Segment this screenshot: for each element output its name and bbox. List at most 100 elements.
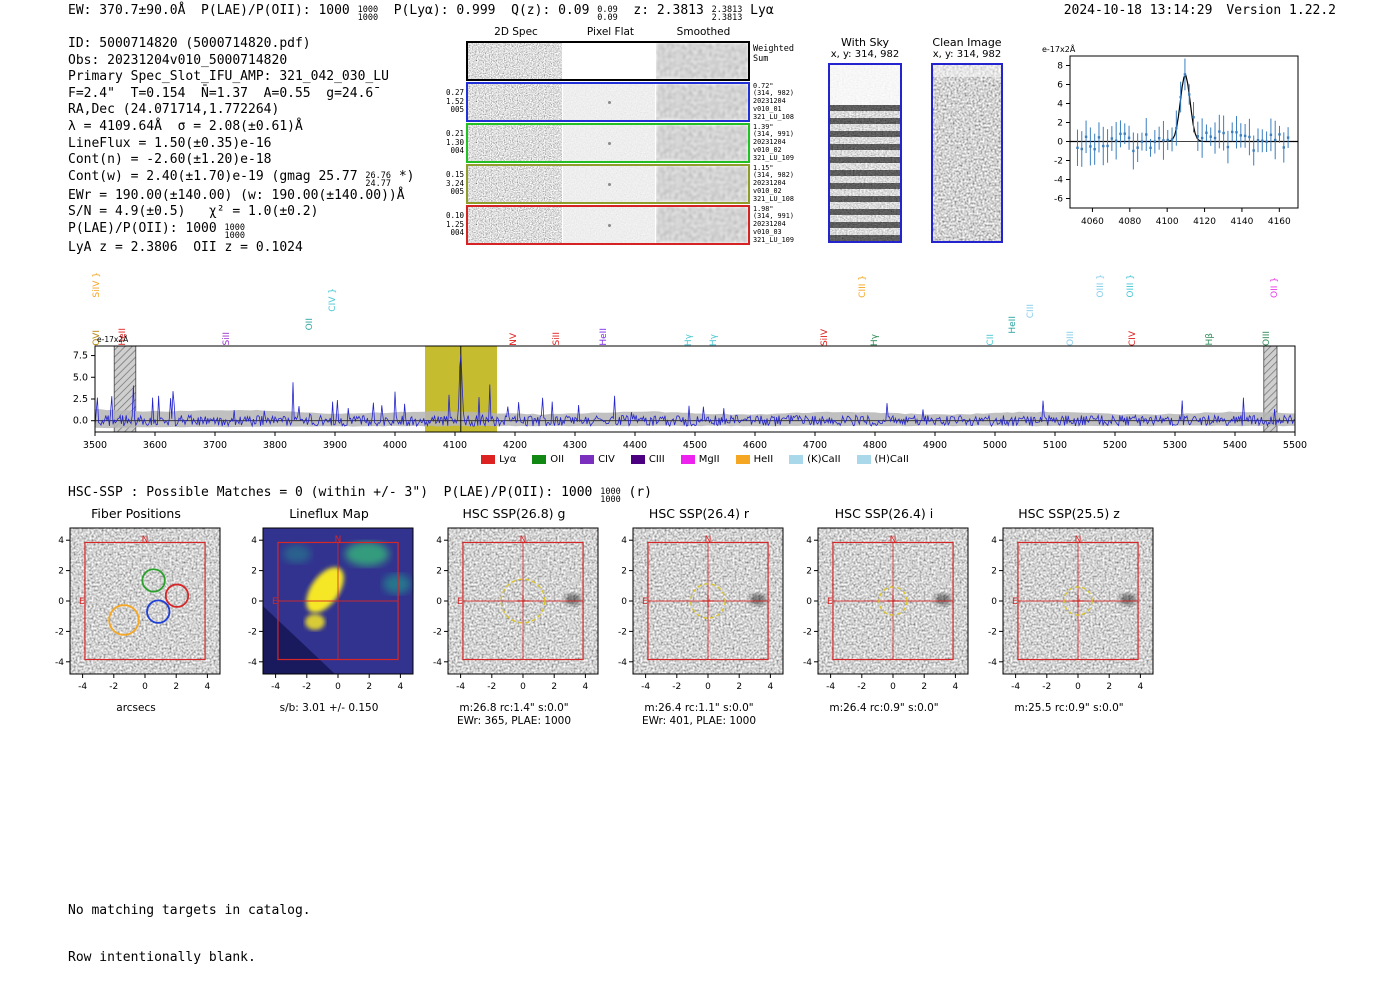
text-segment: P(Lyα): 0.999 Q(z): 0.09 — [378, 3, 598, 18]
legend-swatch — [532, 455, 547, 464]
svg-text:-2: -2 — [857, 682, 866, 692]
cutout-captions: m:25.5 rc:0.9" s:0.0" — [975, 702, 1163, 715]
spec2d-row-images — [466, 205, 750, 245]
info-line: Cont(n) = -2.60(±1.20)e-18 — [68, 152, 415, 169]
cutout-caption-line: m:26.4 rc:1.1" s:0.0" — [644, 702, 754, 714]
spec2d-row: Weighted Sum — [444, 41, 804, 81]
catalog-note-line-1: No matching targets in catalog. — [68, 903, 311, 918]
svg-text:4: 4 — [953, 682, 959, 692]
legend-label: Lyα — [499, 454, 517, 465]
emission-line-label: CIII — [1026, 303, 1037, 318]
legend-swatch — [680, 455, 695, 464]
cutout-plot: N E -4 -4 -2 -2 0 0 2 2 4 4 — [55, 527, 221, 692]
svg-text:-4: -4 — [1011, 682, 1020, 692]
spec2d-row-images — [466, 82, 750, 122]
svg-text:-2: -2 — [55, 627, 64, 637]
svg-text:0: 0 — [251, 597, 257, 607]
spec2d-row-left-label: 0.27 1.52 005 — [445, 88, 464, 115]
svg-text:E: E — [1012, 597, 1018, 607]
svg-text:4: 4 — [58, 536, 64, 546]
svg-text:2: 2 — [551, 682, 557, 692]
legend-label: CIII — [648, 454, 665, 465]
cutout-title: Lineflux Map — [289, 506, 369, 521]
text-segment: LyA z = 2.3806 OII z = 0.1024 — [68, 239, 303, 255]
svg-text:E: E — [642, 597, 648, 607]
catalog-note: No matching targets in catalog. Row inte… — [68, 872, 311, 996]
spec2d-row-left-label: 0.10 1.25 004 — [445, 211, 464, 238]
svg-text:-4: -4 — [988, 658, 997, 668]
legend-item: CIII — [630, 454, 665, 465]
cutout-plot: N E -4 -4 -2 -2 0 0 2 2 4 4 — [618, 527, 784, 692]
emission-line-label: OII } — [1269, 277, 1280, 298]
svg-text:-2: -2 — [1054, 157, 1063, 167]
spec2d-panel: 2D Spec Pixel Flat Smoothed Weighted Sum 0.27… — [444, 26, 804, 246]
cutout-i: HSC SSP(26.4) i N E -4 -4 -2 -2 0 0 2 2 4 4 m:26.4 rc… — [790, 506, 978, 715]
line-fit-plot-svg: -6 -4 -2 0 2 4 6 8 4060 4080 4100 4120 4140 4160 e-17x… — [1042, 43, 1299, 227]
with-sky-panel: With Sky x, y: 314, 982 — [800, 36, 930, 243]
svg-text:0.0: 0.0 — [73, 416, 88, 427]
svg-text:2: 2 — [1057, 119, 1063, 129]
svg-text:N: N — [705, 535, 712, 545]
svg-text:4: 4 — [806, 536, 812, 546]
report-version: Version 1.22.2 — [1226, 3, 1336, 18]
with-sky-image — [828, 63, 902, 243]
svg-text:-2: -2 — [433, 627, 442, 637]
legend-label: CIV — [598, 454, 615, 465]
spec2d-row-left-label: 0.15 3.24 005 — [445, 170, 464, 197]
svg-text:0: 0 — [520, 682, 526, 692]
legend-swatch — [580, 455, 595, 464]
legend-item: CIV — [580, 454, 615, 465]
svg-text:N: N — [520, 535, 527, 545]
text-segment: LineFlux = 1.50(±0.35)e-16 — [68, 135, 272, 151]
svg-text:5400: 5400 — [1223, 440, 1247, 451]
legend-swatch — [630, 455, 645, 464]
svg-text:-4: -4 — [55, 658, 64, 668]
svg-text:4080: 4080 — [1118, 217, 1141, 227]
spec2d-smoothed-image — [655, 84, 748, 120]
spectrum-legend: Lyα OII CIV CIII MgII HeII (K)CaII (H)CaII — [95, 454, 1295, 465]
report-timestamp: 2024-10-18 13:14:29 — [1063, 3, 1213, 18]
clean-image-title: Clean Image — [932, 36, 1002, 49]
spec2d-row-left-label: 0.21 1.30 004 — [445, 129, 464, 156]
with-sky-stripes — [830, 105, 900, 241]
cutout-title: Fiber Positions — [91, 506, 181, 521]
with-sky-coords: x, y: 314, 982 — [830, 49, 900, 60]
cutout-captions: m:26.8 rc:1.4" s:0.0" EWr: 365, PLAE: 100… — [420, 702, 608, 728]
legend-item: (K)CaII — [789, 454, 841, 465]
svg-text:7.5: 7.5 — [73, 351, 88, 362]
clean-image-image — [931, 63, 1003, 243]
spec2d-row: 0.27 1.52 005 0.72" (314, 982) 20231204 v010_0… — [444, 82, 804, 122]
legend-item: Lyα — [481, 454, 516, 465]
spec2d-pixelflat-image — [562, 43, 655, 79]
svg-text:0: 0 — [335, 682, 341, 692]
spec2d-2dspec-image — [468, 125, 562, 161]
spec2d-smoothed-image — [655, 166, 748, 202]
svg-text:0: 0 — [58, 597, 64, 607]
spec2d-row-images — [466, 164, 750, 204]
svg-text:-2: -2 — [803, 627, 812, 637]
svg-text:2: 2 — [621, 567, 627, 577]
svg-text:0: 0 — [705, 682, 711, 692]
clean-image-top-glow — [933, 65, 1001, 77]
svg-text:4500: 4500 — [683, 440, 707, 451]
cutout-caption-line: EWr: 401, PLAE: 1000 — [641, 715, 757, 727]
legend-label: OII — [550, 454, 565, 465]
text-segment: F=2.4" T=0.154 N̄=1.37 A=0.55 g=24.6̄ — [68, 85, 374, 101]
spec2d-smoothed-image — [655, 43, 748, 79]
svg-text:2: 2 — [736, 682, 742, 692]
svg-text:8: 8 — [1057, 62, 1063, 72]
emission-line-label: OIII } — [1125, 274, 1136, 298]
pixelflat-center-dot — [607, 182, 611, 186]
cutout-captions: m:26.4 rc:0.9" s:0.0" — [790, 702, 978, 715]
legend-swatch — [481, 455, 496, 464]
pixelflat-center-dot — [607, 141, 611, 145]
svg-text:-2: -2 — [1042, 682, 1051, 692]
stacked-fraction: 26.76 24.77 — [365, 170, 392, 189]
svg-text:4200: 4200 — [503, 440, 527, 451]
cutout-g: HSC SSP(26.8) g N E -4 -4 -2 -2 0 0 2 2 4 4 m:26.8 rc… — [420, 506, 608, 728]
svg-text:4060: 4060 — [1081, 217, 1104, 227]
text-segment: ID: 5000714820 (5000714820.pdf) — [68, 36, 311, 51]
svg-text:-2: -2 — [988, 627, 997, 637]
cutout-caption-line: s/b: 3.01 +/- 0.150 — [279, 702, 379, 714]
cutout-caption-line: m:26.4 rc:0.9" s:0.0" — [829, 702, 939, 714]
